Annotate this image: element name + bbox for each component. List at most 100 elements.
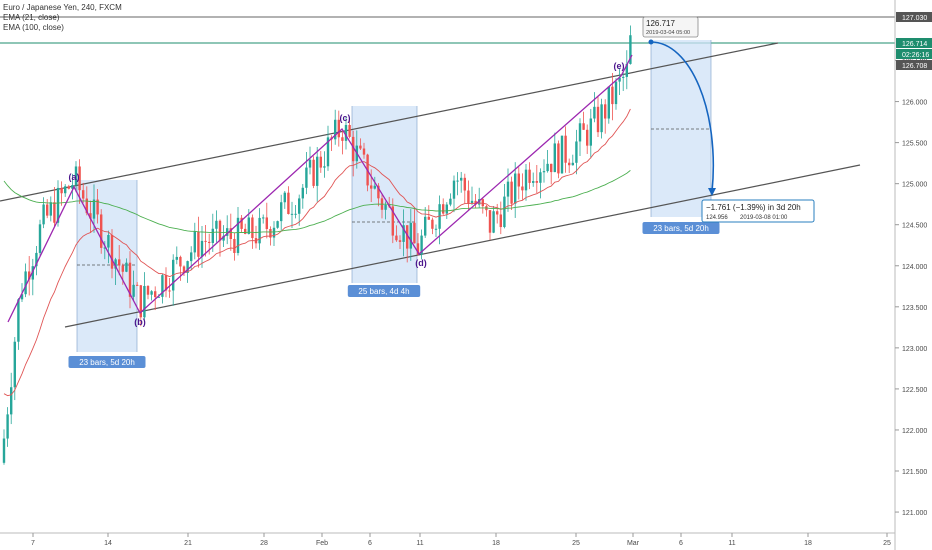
candle-body: [496, 211, 499, 215]
candle-body: [535, 181, 538, 183]
candle-body: [121, 265, 124, 272]
grid: [0, 16, 895, 44]
candle-body: [395, 235, 398, 241]
candle-body: [514, 173, 517, 204]
ema21-label[interactable]: EMA (21, close): [3, 13, 60, 22]
candle-body: [499, 214, 502, 228]
price-label: 124.000: [902, 264, 927, 271]
candle-body: [604, 104, 607, 119]
candle-body: [197, 231, 200, 257]
candle-body: [269, 229, 272, 238]
candles: [2, 25, 632, 465]
candle-body: [139, 285, 142, 318]
candle-body: [215, 220, 218, 229]
candle-body: [344, 124, 348, 141]
candle-body: [413, 222, 416, 244]
projection-box: [701, 199, 815, 223]
projection-arrowhead: [708, 188, 716, 196]
candle-body: [56, 187, 60, 223]
candle-body: [463, 177, 466, 191]
candle-body: [438, 204, 441, 229]
price-label: 121.500: [902, 469, 927, 476]
price-tag: [896, 12, 932, 22]
candle-body: [420, 235, 423, 255]
candle-body: [85, 198, 88, 214]
candle-body: [208, 241, 211, 243]
candle-body: [71, 185, 74, 189]
price-tag: [896, 60, 932, 70]
candle-body: [92, 199, 96, 219]
candle-body: [298, 198, 301, 214]
candle-body: [524, 169, 528, 191]
time-label: 14: [104, 540, 112, 547]
candle-body: [100, 214, 103, 248]
candle-body: [244, 228, 247, 234]
candle-body: [510, 181, 513, 204]
candle-body: [251, 217, 254, 239]
candle-body: [20, 294, 24, 300]
candle-body: [370, 185, 373, 189]
ema100-label[interactable]: EMA (100, close): [3, 23, 64, 32]
candle-body: [190, 252, 193, 262]
candle-body: [434, 228, 438, 230]
bar-range-boxes: 23 bars, 5d 20h 25 bars, 4d 4h 23 bars, 5d…: [68, 40, 720, 368]
candle-body: [290, 213, 294, 215]
candle-body: [456, 180, 459, 182]
candle-body: [218, 220, 222, 241]
price-label: 125.000: [902, 182, 927, 189]
candle-body: [157, 296, 160, 298]
candle-body: [294, 213, 297, 215]
candle-body: [114, 259, 117, 269]
candle-body: [301, 187, 304, 199]
candle-body: [550, 163, 553, 173]
time-label: Feb: [316, 540, 328, 547]
price-tag-label: 02:26:16: [902, 52, 929, 59]
price-tag-label: 126.714: [902, 41, 927, 48]
ema-lines: [3, 108, 631, 397]
candle-body: [168, 290, 171, 292]
candle-body: [575, 141, 578, 163]
candle-body: [154, 291, 157, 298]
candle-body: [308, 159, 312, 168]
candle-body: [229, 228, 232, 239]
candle-body: [377, 185, 380, 199]
price-label: 124.500: [902, 223, 927, 230]
candle-body: [560, 135, 564, 174]
candle-body: [276, 221, 279, 228]
candle-body: [128, 262, 132, 297]
price-label: 123.500: [902, 305, 927, 312]
candle-body: [622, 76, 625, 78]
candle-body: [265, 217, 268, 230]
candle-body: [53, 202, 56, 223]
candle-body: [118, 259, 121, 266]
channel-lines: [0, 42, 861, 328]
candle-body: [629, 35, 632, 64]
candle-body: [442, 204, 445, 214]
candle-body: [42, 204, 45, 225]
candle-body: [416, 243, 420, 255]
candle-body: [402, 225, 405, 242]
time-label: Mar: [627, 540, 640, 547]
candle-body: [35, 252, 38, 267]
candle-body: [175, 256, 178, 260]
crosshair-tooltip: [642, 16, 699, 38]
candle-body: [236, 217, 240, 253]
candle-body: [348, 124, 351, 137]
candle-body: [352, 136, 355, 162]
wave-lines: (a) (b) (c) (d) (e): [7, 54, 633, 327]
candle-body: [240, 217, 243, 229]
candle-body: [13, 341, 16, 388]
annotations: 126.717 2019-03-04 05:00 −1.761 (−1.39%) i…: [642, 16, 815, 223]
candle-body: [334, 119, 337, 140]
projection-price: 124.956: [706, 215, 728, 221]
candle-body: [452, 180, 456, 199]
time-label: 11: [416, 540, 423, 547]
wave-label: (e): [614, 61, 625, 71]
candle-body: [28, 271, 31, 280]
time-label: 6: [368, 540, 372, 547]
candle-body: [568, 162, 571, 166]
candle-body: [611, 86, 614, 105]
candle-body: [506, 181, 510, 197]
time-label: 18: [492, 540, 500, 547]
